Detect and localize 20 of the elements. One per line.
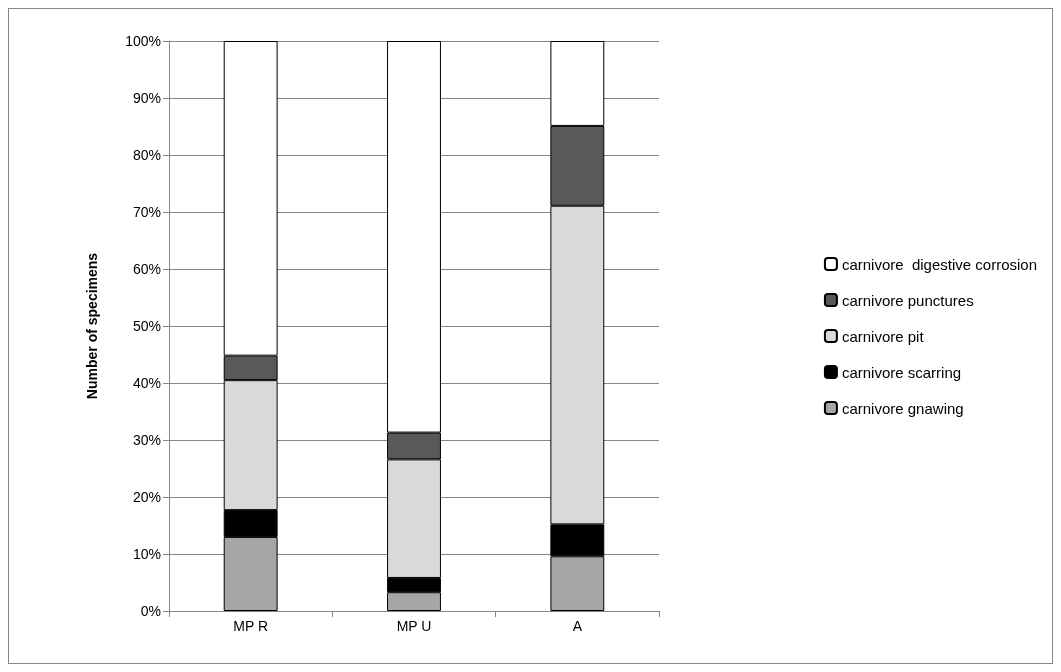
y-tick-label: 50% — [132, 318, 161, 334]
legend-label: carnivore digestive corrosion — [841, 255, 1038, 273]
y-tick-label: 80% — [132, 147, 161, 163]
x-tick-label: MP R — [233, 618, 269, 634]
y-tick-label: 20% — [132, 489, 161, 505]
y-tick-label: 100% — [125, 33, 161, 49]
x-tick-label: A — [572, 618, 583, 634]
legend-label: carnivore pit — [841, 327, 925, 345]
legend-label: carnivore scarring — [841, 363, 962, 381]
legend-label: carnivore punctures — [841, 291, 974, 309]
x-tick-label: MP U — [396, 618, 432, 634]
y-tick-label: 90% — [132, 90, 161, 106]
legend-label: carnivore gnawing — [841, 399, 964, 417]
y-tick-label: 60% — [132, 261, 161, 277]
y-tick-label: 70% — [132, 204, 161, 220]
y-tick-label: 30% — [132, 432, 161, 448]
y-tick-label: 10% — [132, 546, 161, 562]
y-tick-label: 0% — [140, 603, 161, 619]
y-axis-title: Number of specimens — [84, 252, 100, 400]
y-tick-label: 40% — [132, 375, 161, 391]
